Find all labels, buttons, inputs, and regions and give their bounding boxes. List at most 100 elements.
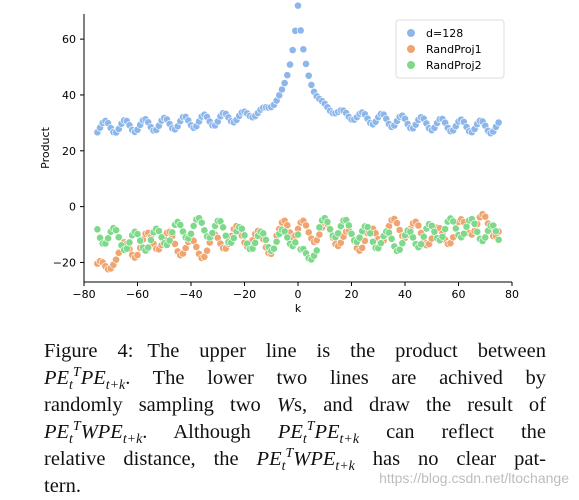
caption-line-6: tern. (44, 475, 81, 497)
point-randproj2 (315, 223, 324, 232)
point-randproj2 (219, 223, 227, 232)
x-tick-label: 60 (452, 288, 466, 301)
point-randproj1 (112, 255, 120, 264)
point-randproj2 (473, 227, 482, 236)
caption-line-1: Figure 4: The upper line is the product b… (44, 338, 546, 365)
point-randproj2 (347, 229, 356, 238)
point-randproj1 (203, 246, 211, 255)
point-randproj1 (358, 243, 367, 252)
y-tick-label: 20 (62, 145, 76, 158)
point-randproj1 (302, 221, 310, 230)
x-tick-label: 40 (398, 288, 412, 301)
point-randproj2 (237, 224, 246, 233)
x-tick-label: −20 (233, 288, 256, 301)
y-axis-label: Product (39, 126, 52, 168)
point-d-128 (296, 26, 305, 35)
point-d-128 (307, 81, 316, 89)
y-tick-label: 0 (69, 201, 76, 214)
caption-line-1-text: The upper line is the product between (147, 340, 546, 362)
point-randproj2 (146, 236, 155, 244)
point-randproj2 (259, 229, 268, 238)
x-tick-label: 20 (345, 288, 359, 301)
point-randproj1 (315, 230, 324, 239)
caption-line-2-text: The lower two lines are achived by (152, 367, 546, 389)
point-randproj2 (377, 239, 385, 248)
point-randproj2 (470, 219, 479, 228)
point-randproj2 (261, 235, 270, 244)
y-tick-label: 60 (62, 33, 76, 46)
point-randproj2 (449, 217, 458, 226)
point-randproj2 (291, 238, 300, 247)
point-d-128 (283, 71, 292, 80)
point-randproj2 (168, 228, 177, 237)
point-randproj2 (398, 239, 407, 248)
x-tick-label: −80 (72, 288, 95, 301)
y-tick-label: 40 (62, 89, 76, 102)
caption-line-2: PEtTPEt+k. The lower two lines are achiv… (44, 365, 546, 394)
point-randproj2 (229, 234, 238, 242)
point-d-128 (280, 79, 289, 87)
point-randproj2 (197, 218, 206, 227)
x-tick-label: −40 (179, 288, 202, 301)
point-randproj2 (451, 224, 460, 233)
point-d-128 (302, 60, 310, 68)
point-randproj2 (481, 233, 490, 242)
point-randproj2 (133, 230, 142, 238)
axes: −80 −60 −40 −20 0 20 40 60 80 −20 0 20 40 60 k Product (39, 14, 519, 315)
figure-caption: Figure 4: The upper line is the product b… (44, 338, 546, 500)
point-randproj2 (189, 222, 198, 230)
caption-line-5: relative distance, the PEtTWPEt+k has no… (44, 446, 547, 475)
point-randproj2 (294, 230, 302, 239)
legend: d=128 RandProj1 RandProj2 (395, 19, 505, 79)
legend-label: RandProj2 (426, 59, 482, 72)
point-randproj2 (112, 226, 120, 235)
point-randproj2 (334, 229, 343, 238)
legend-marker (407, 61, 415, 69)
x-axis-label: k (295, 302, 302, 315)
point-randproj2 (208, 229, 217, 237)
point-randproj2 (366, 229, 375, 238)
point-randproj2 (114, 233, 123, 242)
point-randproj1 (192, 242, 201, 251)
point-randproj2 (104, 234, 112, 243)
point-randproj2 (125, 238, 134, 247)
legend-label: d=128 (426, 27, 463, 40)
point-randproj2 (344, 221, 353, 230)
point-randproj2 (326, 225, 334, 234)
point-randproj2 (323, 218, 332, 226)
point-d-128 (294, 1, 302, 10)
point-d-128 (288, 46, 297, 54)
point-randproj2 (355, 233, 364, 242)
point-randproj2 (270, 244, 278, 253)
point-randproj2 (387, 234, 396, 243)
plot-area (93, 1, 503, 274)
point-randproj2 (419, 232, 428, 241)
x-tick-label: 80 (505, 288, 519, 301)
point-d-128 (286, 60, 294, 69)
point-randproj2 (409, 233, 417, 242)
point-randproj2 (251, 238, 260, 247)
point-randproj1 (393, 219, 401, 227)
point-randproj2 (240, 231, 249, 240)
point-randproj2 (144, 243, 153, 252)
point-randproj2 (492, 227, 500, 236)
y-tick-label: −20 (53, 256, 76, 269)
point-d-128 (494, 118, 503, 127)
point-randproj2 (438, 232, 447, 241)
point-randproj2 (417, 240, 425, 249)
x-tick-label: −60 (126, 288, 149, 301)
caption-formula-product: PEtTPEt+k (44, 365, 126, 394)
legend-label: RandProj1 (426, 43, 482, 56)
point-randproj2 (187, 229, 195, 238)
point-randproj2 (459, 229, 468, 238)
caption-line-4: PEtTWPEt+k. Although PEtTPEt+k can refle… (44, 419, 546, 448)
legend-marker (407, 29, 415, 37)
point-randproj2 (272, 237, 281, 246)
point-randproj2 (165, 236, 174, 245)
x-tick-label: 0 (295, 288, 302, 301)
point-randproj2 (441, 225, 450, 233)
point-d-128 (304, 71, 313, 80)
point-randproj2 (93, 225, 102, 234)
point-randproj2 (136, 236, 145, 245)
watermark: https://blog.csdn.net/ltochange (379, 470, 569, 486)
